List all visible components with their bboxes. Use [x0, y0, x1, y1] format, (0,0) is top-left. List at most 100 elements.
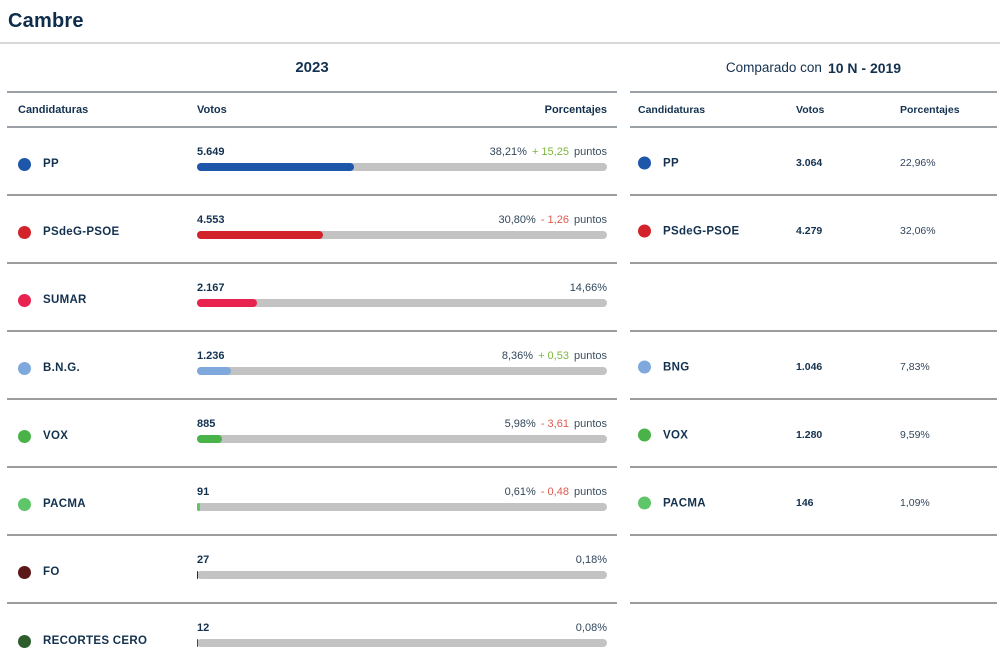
vote-share-bar-fill — [197, 571, 198, 579]
percentage-value: 1,09% — [900, 497, 930, 509]
party-cell: VOX — [630, 425, 820, 442]
percentage-group: 8,36% + 0,53 puntos — [502, 350, 607, 362]
result-cell: 4.553 30,80% - 1,26 puntos — [197, 196, 617, 262]
party-name: PSdeG-PSOE — [43, 226, 120, 238]
result-values: 91 0,61% - 0,48 puntos — [197, 486, 607, 498]
percentage-group: 0,18% — [576, 554, 607, 566]
votes-value: 1.046 — [796, 361, 823, 373]
table-row: FO 27 0,18% — [7, 536, 617, 604]
result-values: 27 0,18% — [197, 554, 607, 566]
panel-comparison-title: Comparado con 10 N - 2019 — [630, 44, 997, 91]
percentage-value: 14,66% — [569, 282, 607, 294]
party-color-dot-icon — [638, 360, 651, 374]
party-color-dot-icon — [18, 497, 31, 511]
percentage-group: 0,61% - 0,48 puntos — [505, 486, 607, 498]
table-row: PSdeG-PSOE 4.279 32,06% — [630, 196, 997, 264]
party-color-dot-icon — [18, 361, 31, 375]
party-color-dot-icon — [18, 429, 31, 443]
vote-share-bar-fill — [197, 435, 222, 443]
percentage-value: 8,36% — [501, 350, 534, 362]
result-values: 4.553 30,80% - 1,26 puntos — [197, 214, 607, 226]
percentage-value: 9,59% — [900, 429, 930, 441]
table-row: PSdeG-PSOE 4.553 30,80% - 1,26 puntos — [7, 196, 617, 264]
result-cell: 12 0,08% — [197, 604, 617, 667]
party-color-dot-icon — [638, 428, 651, 442]
table-row: PACMA 146 1,09% — [630, 468, 997, 536]
votes-value: 4.279 — [796, 225, 823, 237]
column-header-porcentajes: Porcentajes — [544, 103, 607, 116]
column-header-candidaturas: Candidaturas — [18, 103, 89, 116]
table-row: B.N.G. 1.236 8,36% + 0,53 puntos — [7, 332, 617, 400]
party-name: SUMAR — [43, 294, 87, 306]
percentage-value: 5,98% — [504, 418, 536, 430]
delta-points-value: + 0,53 — [538, 350, 569, 362]
panel-2023: 2023 Candidaturas Votos Porcentajes PP 5.… — [7, 44, 617, 667]
column-header-candidaturas: Candidaturas — [638, 103, 706, 116]
column-header-porcentajes: Porcentajes — [900, 103, 960, 116]
party-color-dot-icon — [18, 634, 31, 648]
delta-points-value: - 0,48 — [540, 486, 569, 498]
percentage-value: 38,21% — [489, 146, 527, 158]
table-row: VOX 1.280 9,59% — [630, 400, 997, 468]
result-values: 12 0,08% — [197, 622, 607, 634]
puntos-label: puntos — [573, 418, 607, 430]
vote-share-bar-track — [197, 571, 607, 579]
votes-value: 3.064 — [796, 157, 823, 169]
party-cell: PACMA — [630, 493, 820, 510]
puntos-label: puntos — [573, 350, 607, 362]
vote-share-bar-fill — [197, 163, 354, 171]
table-row: BNG 1.046 7,83% — [630, 332, 997, 400]
votes-value: 1.280 — [796, 429, 823, 441]
table-row: PACMA 91 0,61% - 0,48 puntos — [7, 468, 617, 536]
result-values: 5.649 38,21% + 15,25 puntos — [197, 146, 607, 158]
party-color-dot-icon — [18, 565, 31, 579]
table-row-empty — [630, 604, 997, 667]
panel-2023-rows: PP 5.649 38,21% + 15,25 puntos PSdeG-PSOE 4.55… — [7, 128, 617, 667]
puntos-label: puntos — [573, 486, 607, 498]
party-name: FO — [43, 566, 60, 578]
panel-comparison-divider — [630, 91, 997, 93]
percentage-value: 30,80% — [498, 214, 536, 226]
result-cell: 1.236 8,36% + 0,53 puntos — [197, 332, 617, 398]
votes-value: 12 — [197, 622, 210, 634]
party-cell: VOX — [7, 400, 197, 466]
vote-share-bar-track — [197, 163, 607, 171]
party-cell: SUMAR — [7, 264, 197, 330]
panel-2023-title: 2023 — [295, 59, 329, 76]
delta-points-value: - 3,61 — [540, 418, 569, 430]
table-row: PP 5.649 38,21% + 15,25 puntos — [7, 128, 617, 196]
party-color-dot-icon — [638, 156, 651, 170]
party-name: RECORTES CERO — [43, 635, 148, 647]
votes-value: 5.649 — [197, 146, 225, 158]
percentage-value: 0,18% — [575, 554, 607, 566]
table-row: VOX 885 5,98% - 3,61 puntos — [7, 400, 617, 468]
delta-points-value: + 15,25 — [531, 146, 569, 158]
party-cell: PSdeG-PSOE — [630, 221, 820, 238]
party-color-dot-icon — [18, 157, 31, 171]
percentage-value: 32,06% — [900, 225, 936, 237]
panel-comparison-rows: PP 3.064 22,96% PSdeG-PSOE 4.279 32,06% BNG 1.0… — [630, 128, 997, 667]
percentage-group: 14,66% — [570, 282, 607, 294]
votes-value: 885 — [197, 418, 216, 430]
party-cell: PP — [630, 153, 820, 170]
page-header: Cambre — [0, 0, 1000, 33]
table-row: RECORTES CERO 12 0,08% — [7, 604, 617, 667]
votes-value: 27 — [197, 554, 210, 566]
table-row-empty — [630, 536, 997, 604]
result-values: 2.167 14,66% — [197, 282, 607, 294]
party-name: PP — [43, 158, 59, 170]
column-header-votos: Votos — [197, 103, 227, 116]
vote-share-bar-track — [197, 231, 607, 239]
vote-share-bar-fill — [197, 231, 324, 239]
result-cell: 91 0,61% - 0,48 puntos — [197, 468, 617, 534]
vote-share-bar-track — [197, 435, 607, 443]
result-values: 885 5,98% - 3,61 puntos — [197, 418, 607, 430]
party-name: PP — [663, 157, 679, 169]
vote-share-bar-fill — [197, 503, 200, 511]
party-name: BNG — [663, 361, 690, 373]
percentage-group: 5,98% - 3,61 puntos — [505, 418, 607, 430]
party-name: PACMA — [43, 498, 86, 510]
panel-comparison: Comparado con 10 N - 2019 Candidaturas V… — [630, 44, 997, 667]
result-cell: 27 0,18% — [197, 536, 617, 602]
